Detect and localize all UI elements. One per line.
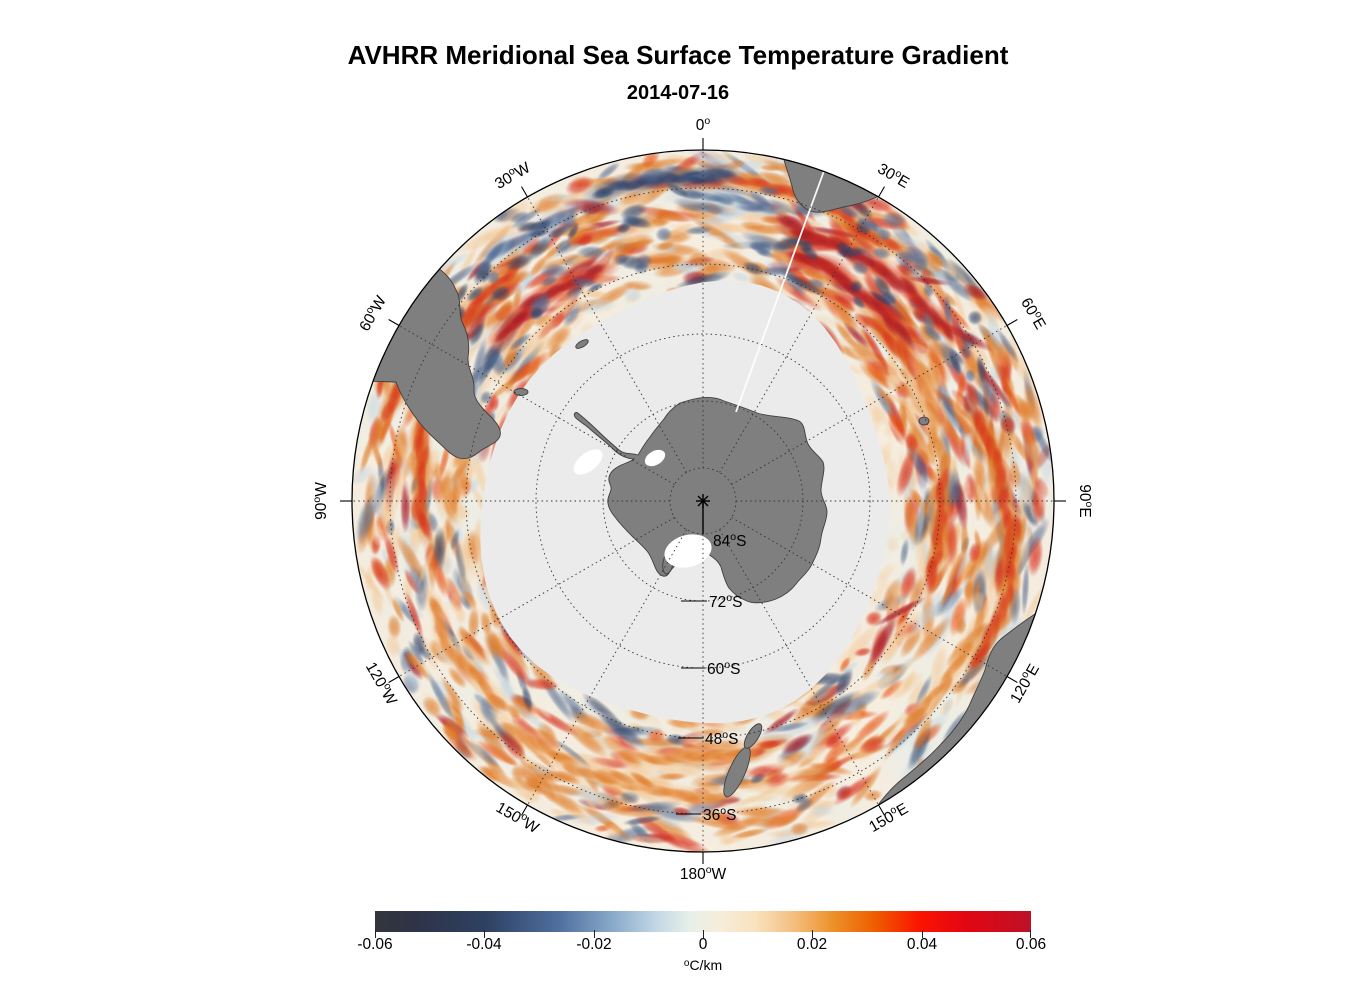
lon-label-180w: 180oW <box>680 864 727 883</box>
graticule-meridian <box>731 325 1008 485</box>
island-kerguelen <box>918 416 930 426</box>
graticule-meridian <box>719 196 879 473</box>
land-new-zealand-north-island <box>743 723 763 749</box>
latitude-ticks <box>676 600 707 815</box>
lat-label-72s: 72oS <box>709 592 742 611</box>
peninsula-ice-shelf <box>573 449 603 475</box>
longitude-tick <box>388 319 400 326</box>
colorbar-tick-label: 0.04 <box>906 936 938 953</box>
lon-label-90w: 90oW <box>311 482 330 520</box>
longitude-tick <box>1006 319 1018 326</box>
longitude-ticks <box>340 138 1066 864</box>
longitude-tick <box>521 186 528 198</box>
lon-label-60e: 60oE <box>1017 294 1050 332</box>
lat-label-36s: 36oS <box>703 805 736 824</box>
lat-label-60s: 60oS <box>707 659 740 678</box>
colorbar-tickmark <box>703 930 704 938</box>
longitude-tick <box>521 804 528 816</box>
antarctica-group <box>573 397 828 604</box>
colorbar-tick-label: 0.02 <box>796 936 828 953</box>
ross-ice-shelf <box>664 534 712 568</box>
lon-label-60w: 60oW <box>355 292 391 334</box>
colorbar-tick-label: -0.02 <box>576 936 612 953</box>
lon-label-120w: 120oW <box>362 658 402 708</box>
colorbar-tickmark <box>922 930 923 938</box>
island-falklands <box>513 388 529 396</box>
lon-label-150e: 150oE <box>865 798 911 835</box>
colorbar-tickmark <box>484 930 485 938</box>
colorbar <box>375 911 1031 938</box>
colorbar-tick-label: 0 <box>698 936 708 953</box>
lon-label-30e: 30oE <box>875 159 913 192</box>
lat-label-84s: 84oS <box>713 531 746 550</box>
ronne-ice-shelf <box>644 449 666 467</box>
parallel-36s <box>389 187 1017 815</box>
graticule-meridian <box>731 517 1008 677</box>
graticule-meridians <box>352 150 1054 852</box>
graticule-meridian <box>527 529 687 806</box>
data-gap-swath <box>735 170 825 413</box>
longitude-tick <box>878 186 885 198</box>
longitude-tick <box>1006 676 1018 683</box>
land-south-america <box>352 254 501 460</box>
colorbar-tick-label: -0.04 <box>466 936 502 953</box>
colorbar-tickmark <box>1030 930 1031 938</box>
graticule-meridian <box>527 196 687 473</box>
graticule-meridian <box>719 529 879 806</box>
colorbar-tick-label: 0.06 <box>1015 936 1047 953</box>
island-south-georgia <box>575 339 589 349</box>
colorbar-tick-label: -0.06 <box>357 936 393 953</box>
lon-label-150w: 150oW <box>493 797 543 837</box>
graticule-meridian <box>398 325 675 485</box>
longitude-tick <box>388 676 400 683</box>
colorbar-gradient <box>375 911 1031 932</box>
graticule-meridian <box>398 517 675 677</box>
colorbar-tickmark <box>594 930 595 938</box>
longitude-tick <box>878 804 885 816</box>
land-new-zealand-south-island <box>723 746 751 798</box>
lon-label-0: 0o <box>696 115 711 134</box>
lon-label-30w: 30oW <box>491 157 533 193</box>
colorbar-tickmark <box>812 930 813 938</box>
colorbar-tickmark <box>375 930 376 938</box>
parallel-60s <box>535 333 871 669</box>
south-pole-marker <box>696 494 710 534</box>
lat-label-48s: 48oS <box>705 729 738 748</box>
colorbar-unit-label: oC/km <box>683 957 723 973</box>
lon-label-90e: 90oE <box>1076 484 1095 517</box>
